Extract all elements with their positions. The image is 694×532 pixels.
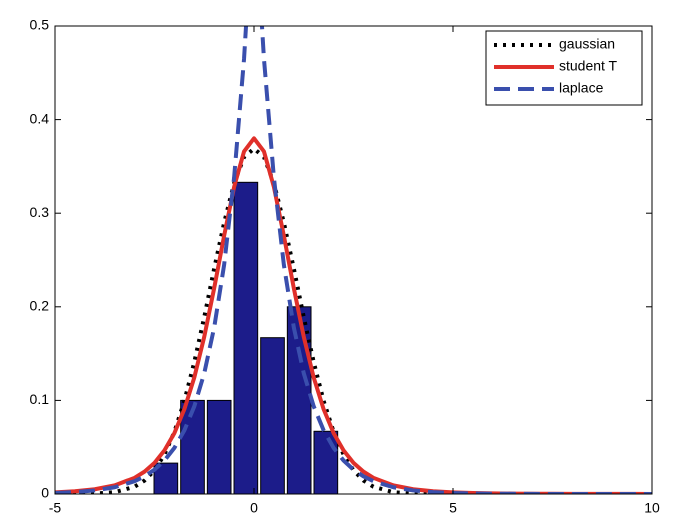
y-tick-label: 0.1 <box>30 391 50 407</box>
legend: gaussian student T laplace <box>485 30 643 106</box>
x-tick-label: 10 <box>644 500 660 516</box>
y-tick-label: 0.4 <box>30 110 50 126</box>
axes-frame <box>54 25 653 495</box>
y-tick-label: 0 <box>41 485 49 501</box>
x-tick-label: -5 <box>49 500 62 516</box>
x-tick-label: 0 <box>250 500 258 516</box>
x-tick-label: 5 <box>449 500 457 516</box>
legend-label: student T <box>559 58 618 74</box>
bar <box>153 462 179 494</box>
bar <box>206 399 232 494</box>
legend-label: gaussian <box>559 36 615 52</box>
bar <box>233 181 259 494</box>
y-tick-label: 0.3 <box>30 204 50 220</box>
bar <box>286 306 312 494</box>
bars <box>153 181 339 494</box>
legend-label: laplace <box>559 80 604 96</box>
y-tick-label: 0.2 <box>30 298 50 314</box>
y-tick-label: 0.5 <box>30 17 50 33</box>
bar <box>313 430 339 494</box>
bar <box>260 337 285 494</box>
